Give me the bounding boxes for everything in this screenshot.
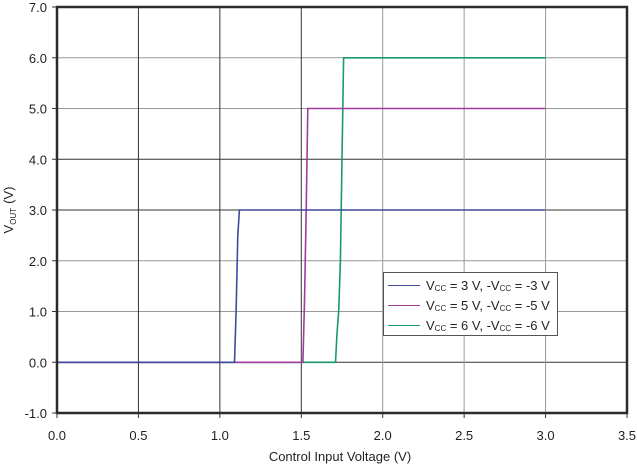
y-tick-label: 1.0	[29, 305, 47, 320]
x-tick-label: 3.0	[537, 428, 555, 443]
x-axis-title: Control Input Voltage (V)	[269, 449, 411, 464]
x-axis-ticks: 0.0 0.5 1.0 1.5 2.0 2.5 3.0 3.5	[48, 413, 636, 443]
legend-swatch-6v	[388, 324, 420, 326]
legend-label-6v: VCC = 6 V, -VCC = -6 V	[426, 317, 550, 333]
y-tick-label: 5.0	[29, 102, 47, 117]
legend-item-6v: VCC = 6 V, -VCC = -6 V	[388, 315, 550, 335]
x-tick-label: 0.0	[48, 428, 66, 443]
x-tick-label: 1.0	[211, 428, 229, 443]
y-tick-label: 4.0	[29, 152, 47, 167]
series-line	[57, 209, 546, 364]
y-tick-label: 6.0	[29, 51, 47, 66]
y-axis-title: VOUT(V)	[1, 187, 18, 234]
y-axis-ticks: -1.0 0.0 1.0 2.0 3.0 4.0 5.0 6.0 7.0	[25, 0, 57, 421]
x-tick-label: 0.5	[129, 428, 147, 443]
series-line	[57, 107, 546, 364]
data-series	[57, 56, 546, 364]
x-tick-label: 2.0	[374, 428, 392, 443]
legend-label-5v: VCC = 5 V, -VCC = -5 V	[426, 297, 550, 313]
x-tick-label: 2.5	[455, 428, 473, 443]
x-tick-label: 1.5	[292, 428, 310, 443]
legend-swatch-3v	[388, 284, 420, 286]
x-tick-label: 3.5	[618, 428, 636, 443]
chart-legend: VCC = 3 V, -VCC = -3 V VCC = 5 V, -VCC =…	[383, 272, 558, 336]
legend-swatch-5v	[388, 304, 420, 306]
y-tick-label: 3.0	[29, 203, 47, 218]
y-tick-label: 0.0	[29, 355, 47, 370]
legend-item-3v: VCC = 3 V, -VCC = -3 V	[388, 275, 550, 295]
series-line	[57, 56, 546, 364]
y-tick-label: 2.0	[29, 254, 47, 269]
y-tick-label: -1.0	[25, 406, 47, 421]
legend-item-5v: VCC = 5 V, -VCC = -5 V	[388, 295, 550, 315]
y-tick-label: 7.0	[29, 0, 47, 15]
legend-label-3v: VCC = 3 V, -VCC = -3 V	[426, 277, 550, 293]
